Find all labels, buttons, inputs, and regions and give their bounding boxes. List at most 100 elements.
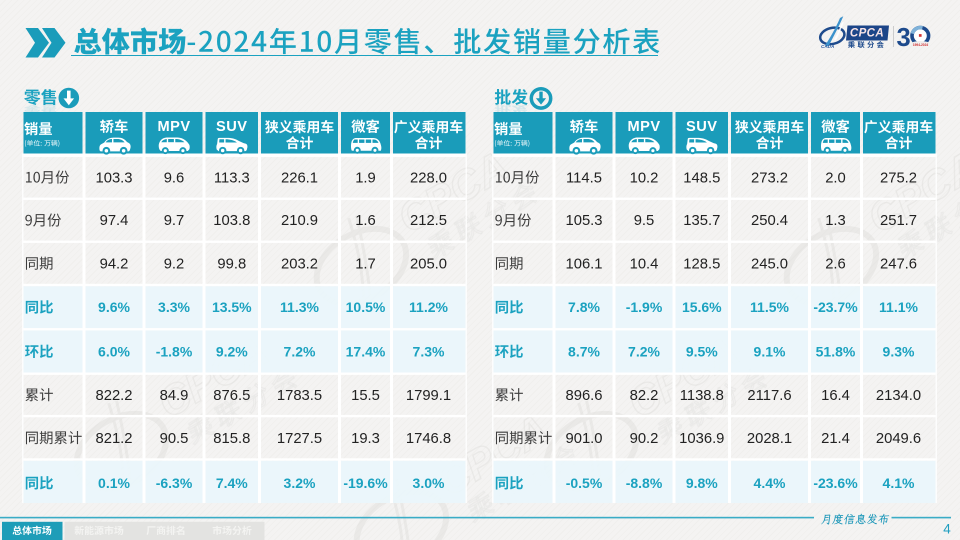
- svg-text:SUV: SUV: [686, 119, 718, 135]
- svg-text:135.7: 135.7: [683, 213, 720, 229]
- svg-text:210.9: 210.9: [281, 213, 318, 229]
- svg-text:2049.6: 2049.6: [876, 431, 921, 447]
- svg-text:13.5%: 13.5%: [212, 299, 252, 315]
- svg-text:9.6%: 9.6%: [98, 299, 130, 315]
- svg-text:9.8%: 9.8%: [686, 475, 718, 491]
- svg-text:205.0: 205.0: [410, 256, 447, 272]
- svg-text:1783.5: 1783.5: [277, 388, 322, 404]
- svg-text:CPCA: CPCA: [850, 28, 884, 40]
- svg-text:9.1%: 9.1%: [754, 344, 786, 360]
- svg-text:1727.5: 1727.5: [277, 431, 322, 447]
- svg-text:1746.8: 1746.8: [406, 431, 451, 447]
- svg-text:1.7: 1.7: [355, 256, 376, 272]
- svg-text:-1.8%: -1.8%: [156, 344, 193, 360]
- svg-text:148.5: 148.5: [683, 170, 720, 186]
- svg-text:11.5%: 11.5%: [750, 299, 789, 315]
- svg-text:251.7: 251.7: [880, 213, 917, 229]
- svg-text:11.1%: 11.1%: [879, 299, 918, 315]
- svg-text:90.2: 90.2: [630, 431, 659, 447]
- svg-text:15.5: 15.5: [351, 388, 380, 404]
- svg-text:3: 3: [897, 24, 911, 52]
- svg-text:16.4: 16.4: [821, 388, 850, 404]
- svg-text:90.5: 90.5: [160, 431, 189, 447]
- svg-text:19.3: 19.3: [351, 431, 380, 447]
- svg-text:9.5: 9.5: [634, 213, 655, 229]
- svg-text:94.2: 94.2: [100, 256, 129, 272]
- svg-text:7.2%: 7.2%: [628, 344, 660, 360]
- svg-text:99.8: 99.8: [217, 256, 246, 272]
- svg-text:226.1: 226.1: [281, 170, 318, 186]
- svg-text:10.5%: 10.5%: [346, 299, 386, 315]
- svg-text:6.0%: 6.0%: [98, 344, 130, 360]
- svg-text:9.2: 9.2: [164, 256, 185, 272]
- svg-text:82.2: 82.2: [630, 388, 659, 404]
- svg-text:9.5%: 9.5%: [686, 344, 718, 360]
- svg-text:-1.9%: -1.9%: [626, 299, 663, 315]
- svg-text:-19.6%: -19.6%: [343, 475, 388, 491]
- svg-text:275.2: 275.2: [880, 170, 917, 186]
- svg-text:2117.6: 2117.6: [747, 388, 791, 404]
- svg-text:1036.9: 1036.9: [679, 431, 724, 447]
- svg-text:821.2: 821.2: [95, 431, 132, 447]
- svg-text:MPV: MPV: [157, 119, 190, 135]
- svg-text:11.3%: 11.3%: [280, 299, 319, 315]
- svg-text:103.3: 103.3: [95, 170, 132, 186]
- svg-text:8.7%: 8.7%: [568, 344, 600, 360]
- svg-text:901.0: 901.0: [565, 431, 602, 447]
- svg-text:51.8%: 51.8%: [816, 344, 856, 360]
- svg-text:-6.3%: -6.3%: [156, 475, 193, 491]
- svg-text:876.5: 876.5: [213, 388, 250, 404]
- svg-text:21.4: 21.4: [821, 431, 850, 447]
- svg-text:4.4%: 4.4%: [754, 475, 786, 491]
- svg-text:2028.1: 2028.1: [747, 431, 792, 447]
- svg-text:2.0: 2.0: [825, 170, 846, 186]
- svg-text:9.2%: 9.2%: [216, 344, 248, 360]
- svg-text:17.4%: 17.4%: [346, 344, 386, 360]
- svg-text:245.0: 245.0: [751, 256, 788, 272]
- svg-text:MPV: MPV: [627, 119, 660, 135]
- svg-text:113.3: 113.3: [214, 170, 250, 186]
- svg-text:273.2: 273.2: [751, 170, 788, 186]
- svg-text:10.2: 10.2: [630, 170, 659, 186]
- svg-text:3.2%: 3.2%: [284, 475, 316, 491]
- svg-text:896.6: 896.6: [565, 388, 602, 404]
- svg-text:815.8: 815.8: [213, 431, 250, 447]
- svg-text:128.5: 128.5: [683, 256, 720, 272]
- svg-text:250.4: 250.4: [751, 213, 788, 229]
- svg-text:1799.1: 1799.1: [406, 388, 451, 404]
- svg-text:7.4%: 7.4%: [216, 475, 248, 491]
- svg-text:2134.0: 2134.0: [876, 388, 921, 404]
- svg-text:7.3%: 7.3%: [413, 344, 445, 360]
- svg-text:-0.5%: -0.5%: [566, 475, 603, 491]
- svg-text:212.5: 212.5: [410, 213, 447, 229]
- svg-text:84.9: 84.9: [160, 388, 189, 404]
- svg-text:97.4: 97.4: [100, 213, 129, 229]
- svg-text:247.6: 247.6: [880, 256, 917, 272]
- svg-text:1.9: 1.9: [355, 170, 376, 186]
- svg-text:SUV: SUV: [216, 119, 248, 135]
- svg-text:-23.6%: -23.6%: [813, 475, 858, 491]
- svg-text:9.3%: 9.3%: [883, 344, 915, 360]
- svg-text:4.1%: 4.1%: [883, 475, 915, 491]
- svg-text:0.1%: 0.1%: [98, 475, 130, 491]
- svg-text:7.2%: 7.2%: [284, 344, 316, 360]
- svg-text:4: 4: [943, 522, 951, 537]
- svg-text:-8.8%: -8.8%: [626, 475, 663, 491]
- svg-text:203.2: 203.2: [281, 256, 318, 272]
- svg-text:3.0%: 3.0%: [413, 475, 445, 491]
- svg-text:2.6: 2.6: [825, 256, 846, 272]
- svg-text:105.3: 105.3: [565, 213, 602, 229]
- svg-text:106.1: 106.1: [565, 256, 602, 272]
- svg-text:-23.7%: -23.7%: [813, 299, 858, 315]
- svg-text:10.4: 10.4: [630, 256, 659, 272]
- svg-text:7.8%: 7.8%: [568, 299, 600, 315]
- svg-text:11.2%: 11.2%: [409, 299, 448, 315]
- svg-text:228.0: 228.0: [410, 170, 447, 186]
- svg-text:3.3%: 3.3%: [158, 299, 190, 315]
- svg-text:9.7: 9.7: [164, 213, 185, 229]
- svg-text:CADA: CADA: [821, 44, 834, 49]
- svg-text:1.3: 1.3: [825, 213, 846, 229]
- svg-text:1.6: 1.6: [355, 213, 376, 229]
- svg-text:103.8: 103.8: [213, 213, 250, 229]
- svg-text:1994-2024: 1994-2024: [913, 43, 928, 47]
